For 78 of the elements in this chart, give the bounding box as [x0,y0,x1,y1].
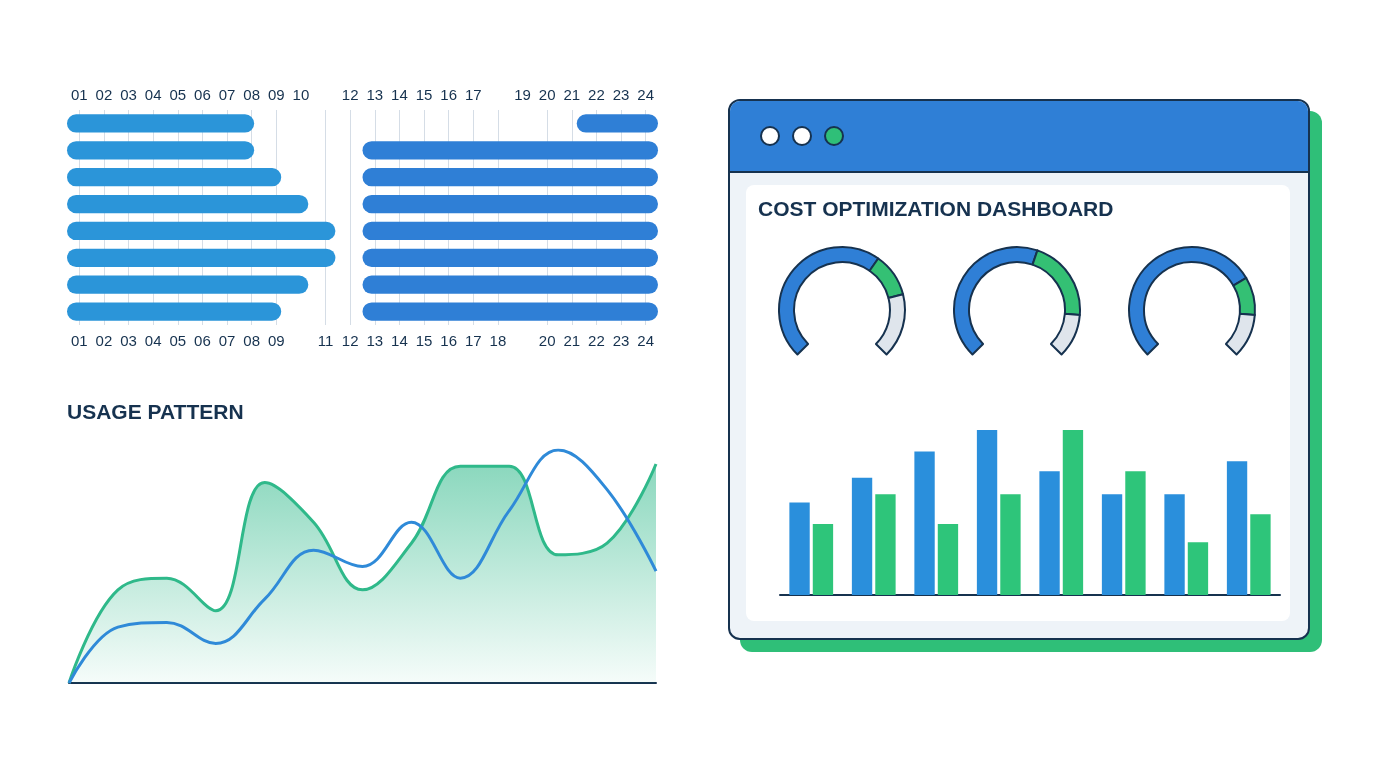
x2-tick-label: 03 [120,86,137,103]
bar [576,114,658,133]
bar [67,248,336,267]
x-tick-label: 01 [70,332,88,349]
x2-tick-label: 16 [440,86,458,103]
bar [1039,471,1060,595]
bar [67,141,255,160]
x2-tick-label: 10 [292,86,310,103]
x2-tick-label: 17 [464,86,482,103]
bar [1125,471,1146,595]
bar [67,194,309,214]
x-tick-label: 13 [366,332,384,349]
x2-tick-label: 20 [538,86,556,103]
bar [67,221,336,241]
x2-tick-label: 09 [267,86,285,103]
bar [875,494,896,595]
x2-tick-label: 12 [341,86,359,103]
x2-tick-label: 22 [588,86,605,103]
x-tick-label: 11 [317,332,334,349]
x2-tick-label: 19 [514,86,531,103]
bar [67,302,282,321]
bar [362,194,658,214]
bar [914,451,935,595]
x2-tick-label: 05 [169,86,187,103]
x-tick-label: 20 [538,332,556,349]
bar [851,477,873,595]
bar [362,302,658,321]
x-tick-label: 09 [267,332,285,349]
bar [812,524,834,595]
bar [67,114,255,133]
x-tick-label: 14 [391,332,408,349]
x-tick-label: 04 [144,332,162,349]
chart-title: USAGE PATTERN [67,400,244,424]
bar [1000,494,1021,595]
bar [937,524,959,595]
x-tick-label: 22 [588,332,605,349]
bar [1226,461,1248,595]
x-tick-label: 02 [95,332,113,349]
bar [1164,494,1185,595]
x-tick-label: 12 [341,332,359,349]
bar [67,168,282,187]
x-tick-label: 06 [194,332,211,349]
x2-tick-label: 21 [563,86,581,103]
x-tick-label: 05 [169,332,187,349]
x2-tick-label: 04 [144,86,162,103]
x-tick-label: 17 [464,332,482,349]
x-tick-label: 15 [415,332,433,349]
bar [1250,514,1271,595]
x2-tick-label: 07 [218,86,236,103]
bar [362,168,658,187]
bar [362,141,658,160]
x2-tick-label: 14 [391,86,408,103]
x2-tick-label: 08 [243,86,261,103]
bar [362,221,658,241]
bar [67,275,309,294]
x-tick-label: 16 [440,332,458,349]
x-tick-label: 03 [120,332,137,349]
x2-tick-label: 24 [637,86,655,103]
bar [1062,430,1084,595]
x-tick-label: 24 [637,332,655,349]
bar [789,502,810,595]
bar [362,275,658,294]
bar [976,430,998,595]
x-tick-label: 23 [612,332,630,349]
x2-tick-label: 02 [95,86,113,103]
x-tick-label: 21 [563,332,581,349]
chart-title: COST OPTIMIZATION DASHBOARD [758,197,1114,221]
x-tick-label: 18 [489,332,507,349]
x-tick-label: 07 [218,332,236,349]
x2-tick-label: 06 [194,86,211,103]
x2-tick-label: 13 [366,86,384,103]
bar [1101,494,1123,595]
x2-tick-label: 23 [612,86,630,103]
bar [362,248,658,267]
x-tick-label: 08 [243,332,261,349]
x2-tick-label: 15 [415,86,433,103]
bar [1187,542,1209,595]
x2-tick-label: 01 [70,86,88,103]
